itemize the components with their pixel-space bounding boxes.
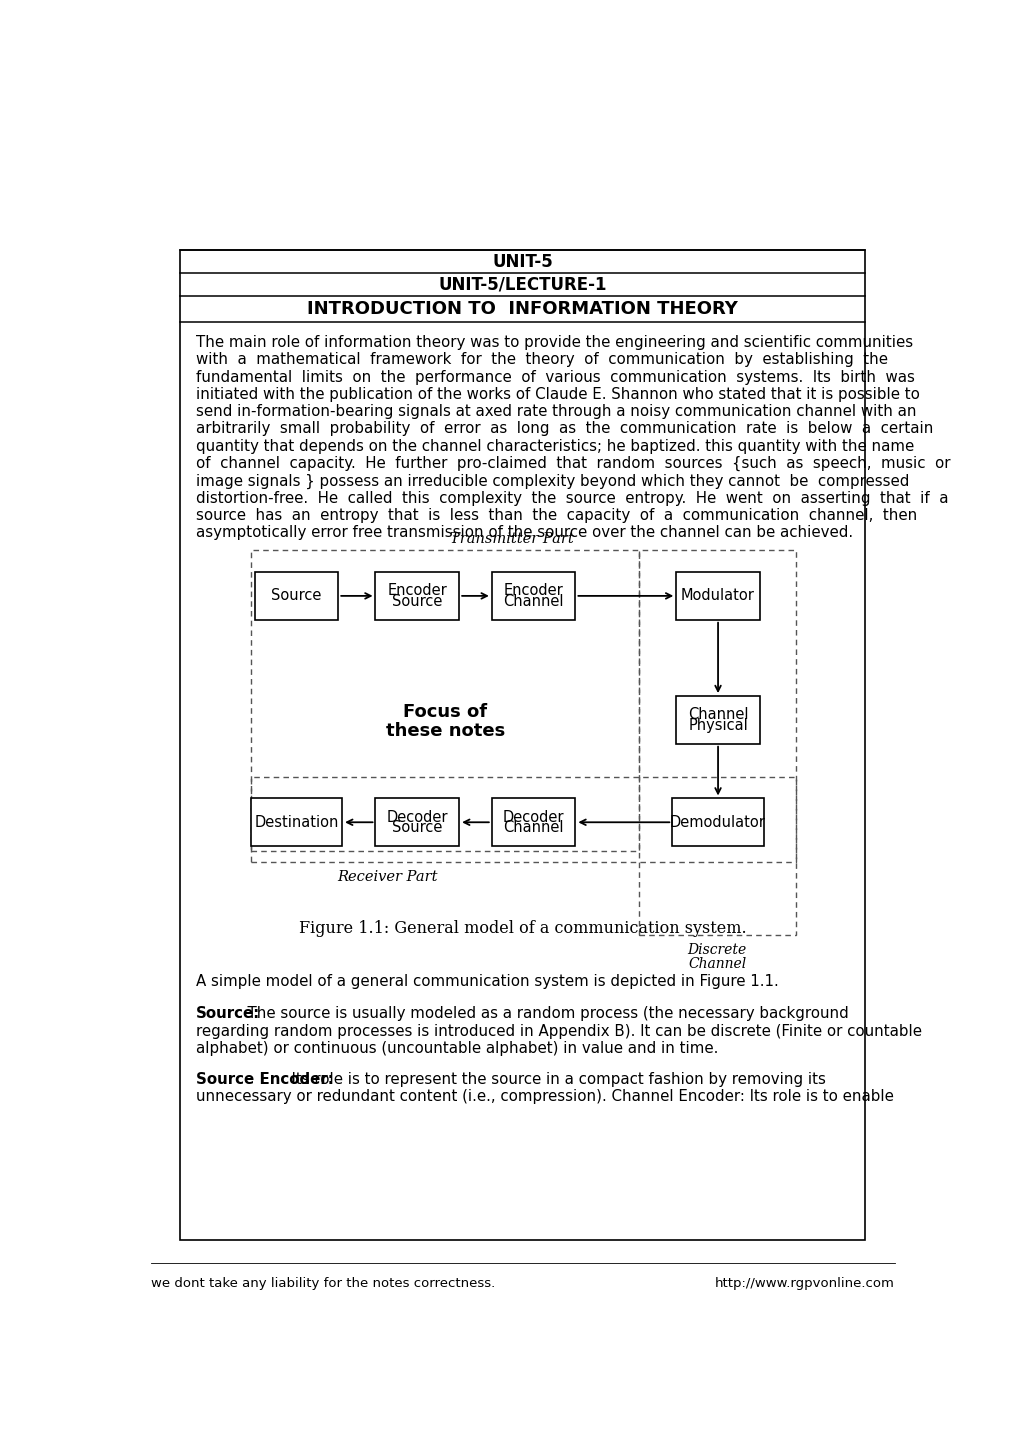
Text: we dont take any liability for the notes correctness.: we dont take any liability for the notes… (151, 1277, 494, 1290)
Bar (375, 798, 459, 846)
Text: Source: Source (391, 593, 442, 609)
Text: Discrete: Discrete (687, 944, 746, 957)
Text: INTRODUCTION TO  INFORMATION THEORY: INTRODUCTION TO INFORMATION THEORY (307, 300, 738, 317)
Text: Focus of: Focus of (403, 703, 487, 722)
Bar (251, 798, 341, 846)
Text: The source is usually modeled as a random process (the necessary background: The source is usually modeled as a rando… (237, 1006, 848, 1022)
Text: quantity that depends on the channel characteristics; he baptized. this quantity: quantity that depends on the channel cha… (196, 439, 913, 453)
Bar (491, 571, 575, 619)
Text: source  has  an  entropy  that  is  less  than  the  capacity  of  a  communicat: source has an entropy that is less than … (196, 508, 916, 524)
Text: Decoder: Decoder (502, 810, 564, 824)
Text: Channel: Channel (502, 593, 564, 609)
Text: alphabet) or continuous (uncountable alphabet) in value and in time.: alphabet) or continuous (uncountable alp… (196, 1040, 717, 1056)
Bar (676, 571, 759, 619)
Text: Encoder: Encoder (387, 583, 446, 599)
Text: Receiver Part: Receiver Part (336, 870, 437, 885)
Bar (255, 571, 338, 619)
Text: Source Encoder:: Source Encoder: (196, 1072, 333, 1087)
Bar (252, 550, 638, 851)
Text: send in-formation-bearing signals at axed rate through a noisy communication cha: send in-formation-bearing signals at axe… (196, 404, 915, 418)
Text: UNIT-5: UNIT-5 (492, 253, 552, 271)
Text: Source: Source (271, 589, 321, 603)
Bar (375, 571, 459, 619)
Bar (252, 776, 795, 863)
Text: Physical: Physical (688, 717, 747, 733)
Bar (491, 798, 575, 846)
Text: Demodulator: Demodulator (669, 815, 765, 830)
Text: Channel: Channel (502, 820, 564, 835)
Text: these notes: these notes (385, 722, 504, 740)
Bar (676, 696, 759, 743)
Text: image signals } possess an irreducible complexity beyond which they cannot  be  : image signals } possess an irreducible c… (196, 473, 908, 489)
Bar (638, 550, 795, 935)
Text: Transmitter Part: Transmitter Part (449, 532, 574, 545)
Text: A simple model of a general communication system is depicted in Figure 1.1.: A simple model of a general communicatio… (196, 974, 777, 988)
Text: fundamental  limits  on  the  performance  of  various  communication  systems. : fundamental limits on the performance of… (196, 369, 914, 384)
Text: http://www.rgpvonline.com: http://www.rgpvonline.com (714, 1277, 894, 1290)
Bar (672, 798, 763, 846)
Text: Destination: Destination (254, 815, 338, 830)
Text: Modulator: Modulator (681, 589, 754, 603)
Text: Encoder: Encoder (503, 583, 562, 599)
Text: The main role of information theory was to provide the engineering and scientifi: The main role of information theory was … (196, 335, 912, 349)
Text: Its role is to represent the source in a compact fashion by removing its: Its role is to represent the source in a… (282, 1072, 825, 1087)
Text: Channel: Channel (687, 707, 748, 722)
Text: Decoder: Decoder (386, 810, 447, 824)
Text: of  channel  capacity.  He  further  pro-claimed  that  random  sources  {such  : of channel capacity. He further pro-clai… (196, 456, 950, 472)
Text: unnecessary or redundant content (i.e., compression). Channel Encoder: Its role : unnecessary or redundant content (i.e., … (196, 1089, 893, 1104)
Text: Channel: Channel (688, 957, 746, 971)
Text: asymptotically error free transmission of the source over the channel can be ach: asymptotically error free transmission o… (196, 525, 852, 541)
Text: Figure 1.1: General model of a communication system.: Figure 1.1: General model of a communica… (299, 921, 746, 937)
Text: Source:: Source: (196, 1006, 260, 1022)
Text: arbitrarily  small  probability  of  error  as  long  as  the  communication  ra: arbitrarily small probability of error a… (196, 421, 932, 436)
Text: with  a  mathematical  framework  for  the  theory  of  communication  by  estab: with a mathematical framework for the th… (196, 352, 887, 367)
Text: distortion-free.  He  called  this  complexity  the  source  entropy.  He  went : distortion-free. He called this complexi… (196, 491, 948, 506)
Text: initiated with the publication of the works of Claude E. Shannon who stated that: initiated with the publication of the wo… (196, 387, 919, 401)
Text: regarding random processes is introduced in Appendix B). It can be discrete (Fin: regarding random processes is introduced… (196, 1023, 921, 1039)
Bar (180, 250, 864, 1240)
Text: UNIT-5/LECTURE-1: UNIT-5/LECTURE-1 (438, 276, 606, 294)
Text: Source: Source (391, 820, 442, 835)
